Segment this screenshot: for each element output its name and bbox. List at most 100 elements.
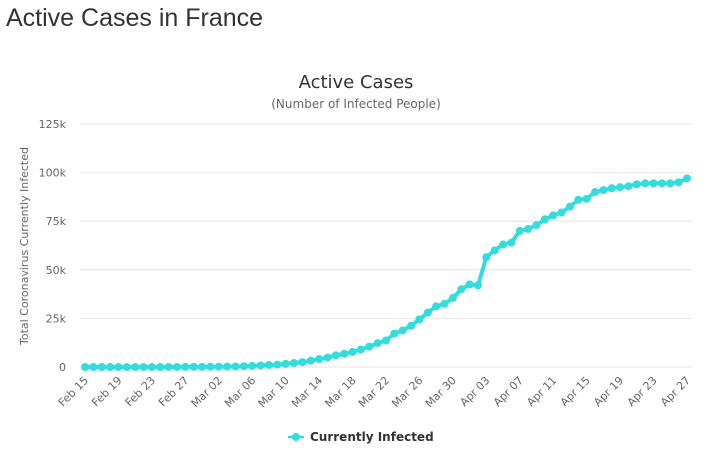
x-tick-label: Apr 27 <box>658 374 693 409</box>
data-point[interactable] <box>448 293 457 302</box>
data-point[interactable] <box>465 280 474 289</box>
data-point[interactable] <box>323 353 332 362</box>
x-tick-label: Mar 02 <box>189 374 225 410</box>
data-point[interactable] <box>557 208 566 217</box>
data-point[interactable] <box>607 184 616 193</box>
y-tick-label: 125k <box>39 118 67 131</box>
data-point[interactable] <box>440 299 449 308</box>
data-point[interactable] <box>473 281 482 290</box>
y-tick-label: 50k <box>46 264 67 277</box>
data-point[interactable] <box>248 361 257 370</box>
x-tick-label: Feb 27 <box>156 374 191 409</box>
data-point[interactable] <box>189 362 198 371</box>
data-point[interactable] <box>348 347 357 356</box>
y-tick-label: 25k <box>46 312 67 325</box>
data-point[interactable] <box>365 342 374 351</box>
x-tick-label: Mar 18 <box>322 374 358 410</box>
data-point[interactable] <box>657 179 666 188</box>
data-point[interactable] <box>415 315 424 324</box>
data-point[interactable] <box>632 180 641 189</box>
x-tick-label: Mar 30 <box>423 374 459 410</box>
x-tick-label: Mar 22 <box>356 374 392 410</box>
data-point[interactable] <box>524 224 533 233</box>
data-point[interactable] <box>490 246 499 255</box>
data-point[interactable] <box>457 285 466 294</box>
y-tick-label: 75k <box>46 215 67 228</box>
data-point[interactable] <box>214 362 223 371</box>
data-point[interactable] <box>122 362 131 371</box>
data-point[interactable] <box>139 362 148 371</box>
data-point[interactable] <box>382 336 390 345</box>
data-point[interactable] <box>565 202 574 211</box>
data-point[interactable] <box>306 356 315 365</box>
data-point[interactable] <box>181 362 190 371</box>
data-point[interactable] <box>340 349 349 358</box>
data-point[interactable] <box>298 358 307 367</box>
data-point[interactable] <box>290 359 299 368</box>
data-point[interactable] <box>256 361 265 370</box>
data-point[interactable] <box>398 326 407 335</box>
data-point[interactable] <box>540 215 549 224</box>
data-point[interactable] <box>423 308 432 317</box>
data-point[interactable] <box>206 362 215 371</box>
data-point[interactable] <box>649 179 658 188</box>
data-point[interactable] <box>574 195 583 204</box>
x-tick-label: Mar 26 <box>389 374 425 410</box>
data-point[interactable] <box>373 339 382 348</box>
data-point[interactable] <box>239 362 248 371</box>
x-tick-label: Mar 14 <box>289 374 325 410</box>
data-point[interactable] <box>499 240 508 249</box>
x-tick-label: Apr 03 <box>457 374 492 409</box>
data-point[interactable] <box>390 329 399 338</box>
series-currently-infected <box>81 174 691 371</box>
data-point[interactable] <box>114 362 123 371</box>
legend-symbol-marker <box>292 433 300 441</box>
data-point[interactable] <box>407 321 416 330</box>
data-point[interactable] <box>147 362 156 371</box>
data-point[interactable] <box>641 179 650 188</box>
data-point[interactable] <box>683 174 691 183</box>
y-axis-ticks: 0 25k 50k 75k 100k 125k <box>39 118 67 374</box>
data-point[interactable] <box>281 359 290 368</box>
data-point[interactable] <box>507 238 516 247</box>
data-point[interactable] <box>599 186 608 195</box>
data-point[interactable] <box>582 194 591 203</box>
data-point[interactable] <box>131 362 140 371</box>
data-point[interactable] <box>666 179 675 188</box>
data-point[interactable] <box>482 253 491 262</box>
data-point[interactable] <box>331 351 340 360</box>
y-tick-label: 0 <box>59 361 66 374</box>
data-point[interactable] <box>624 182 633 191</box>
data-point[interactable] <box>315 355 324 364</box>
x-tick-label: Feb 23 <box>123 374 158 409</box>
data-point[interactable] <box>532 221 541 230</box>
data-point[interactable] <box>549 211 558 220</box>
data-point[interactable] <box>273 360 282 369</box>
data-point[interactable] <box>106 362 115 371</box>
data-point[interactable] <box>231 362 240 371</box>
data-point[interactable] <box>97 362 106 371</box>
data-point[interactable] <box>515 226 524 235</box>
data-point[interactable] <box>223 362 232 371</box>
data-point[interactable] <box>198 362 207 371</box>
data-point[interactable] <box>432 302 441 311</box>
data-point[interactable] <box>81 362 89 371</box>
data-point[interactable] <box>264 360 273 369</box>
x-tick-label: Apr 23 <box>625 374 660 409</box>
x-tick-label: Feb 19 <box>89 374 124 409</box>
data-point[interactable] <box>89 362 98 371</box>
data-point[interactable] <box>591 188 600 197</box>
legend[interactable]: Currently Infected <box>288 430 434 444</box>
x-tick-label: Apr 11 <box>524 374 559 409</box>
data-point[interactable] <box>172 362 181 371</box>
x-tick-label: Mar 10 <box>256 374 292 410</box>
data-point[interactable] <box>156 362 165 371</box>
data-point[interactable] <box>616 183 625 192</box>
data-point[interactable] <box>674 178 683 187</box>
y-axis-title: Total Coronavirus Currently Infected <box>18 147 31 346</box>
data-point[interactable] <box>356 345 365 354</box>
data-point[interactable] <box>164 362 173 371</box>
y-tick-label: 100k <box>39 167 67 180</box>
